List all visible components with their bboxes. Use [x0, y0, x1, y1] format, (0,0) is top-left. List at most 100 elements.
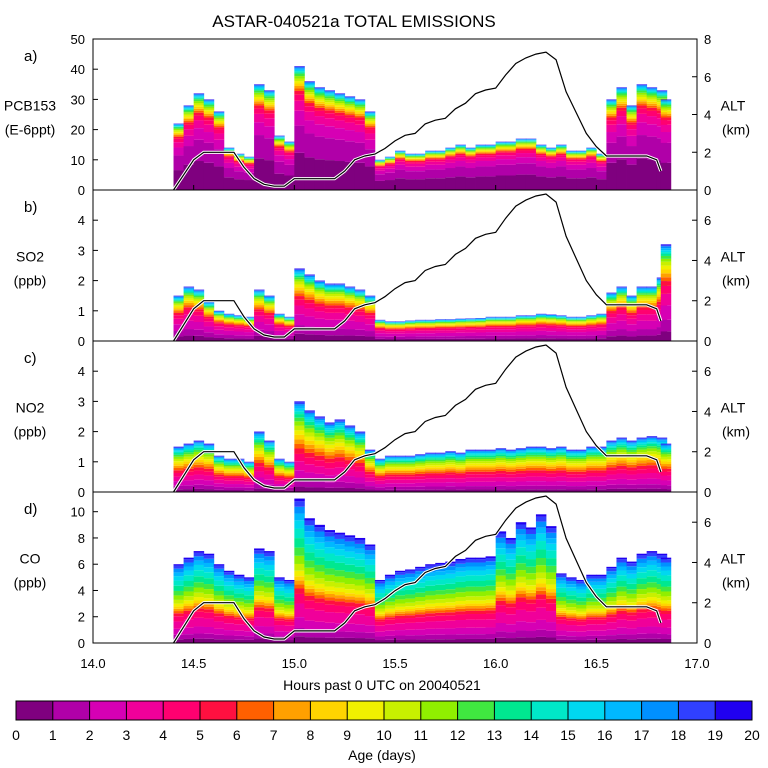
- stack-segment: [274, 319, 285, 321]
- stack-segment: [284, 621, 295, 626]
- stack-segment: [525, 146, 537, 148]
- stack-segment: [425, 453, 436, 455]
- stack-segment: [505, 632, 517, 639]
- stack-segment: [264, 299, 275, 301]
- stack-segment: [495, 150, 507, 152]
- stack-segment: [616, 465, 627, 470]
- stack-segment: [183, 135, 195, 147]
- stack-segment: [374, 180, 386, 190]
- stack-segment: [384, 617, 396, 620]
- stack-segment: [344, 99, 356, 101]
- stack-segment: [364, 124, 376, 126]
- stack-segment: [213, 568, 225, 573]
- stack-segment: [606, 297, 617, 299]
- stack-segment: [244, 466, 255, 468]
- stack-segment: [193, 444, 205, 447]
- stack-segment: [203, 459, 215, 462]
- stack-segment: [485, 325, 497, 327]
- stack-segment: [425, 606, 436, 609]
- stack-segment: [284, 611, 295, 614]
- stack-segment: [616, 91, 627, 93]
- stack-segment: [535, 324, 547, 326]
- stack-segment: [596, 481, 607, 486]
- stack-segment: [314, 531, 325, 538]
- stack-segment: [475, 481, 486, 487]
- stack-segment: [435, 608, 446, 611]
- stack-segment: [254, 135, 265, 159]
- stack-segment: [344, 115, 356, 118]
- stack-segment: [606, 629, 617, 636]
- stack-segment: [660, 115, 672, 118]
- stack-segment: [660, 575, 672, 582]
- stack-segment: [495, 338, 507, 341]
- stack-segment: [535, 636, 547, 643]
- stack-segment: [425, 157, 436, 158]
- stack-segment: [304, 274, 315, 276]
- stack-segment: [515, 468, 527, 471]
- stack-segment: [334, 449, 346, 454]
- stack-segment: [284, 613, 295, 616]
- stack-segment: [546, 321, 557, 323]
- stack-segment: [405, 611, 416, 614]
- stack-segment: [173, 453, 184, 455]
- stack-segment: [415, 457, 426, 459]
- stack-segment: [616, 610, 627, 615]
- stack-segment: [405, 489, 416, 492]
- colorbar-label: Age (days): [348, 747, 416, 763]
- stack-segment: [254, 300, 265, 303]
- stack-segment: [314, 420, 325, 423]
- stack-segment: [535, 153, 547, 156]
- stack-segment: [485, 595, 497, 600]
- stack-segment: [314, 637, 325, 643]
- stack-segment: [485, 338, 497, 341]
- stack-segment: [535, 335, 547, 339]
- stack-segment: [284, 472, 295, 475]
- stack-segment: [505, 146, 517, 148]
- stack-segment: [213, 469, 225, 471]
- stack-segment: [455, 326, 466, 328]
- stack-segment: [213, 133, 225, 140]
- stack-segment: [264, 94, 275, 96]
- stack-segment: [395, 489, 406, 492]
- stack-segment: [455, 322, 466, 324]
- stack-segment: [505, 149, 517, 151]
- stack-segment: [324, 95, 335, 97]
- stack-segment: [223, 635, 235, 640]
- stack-segment: [435, 599, 446, 603]
- stack-segment: [425, 323, 436, 324]
- stack-segment: [660, 444, 672, 446]
- stack-segment: [576, 329, 587, 333]
- stack-segment: [485, 634, 497, 639]
- stack-segment: [254, 295, 265, 298]
- stack-segment: [636, 329, 648, 336]
- stack-segment: [254, 108, 265, 114]
- colorbar-swatch: [420, 701, 458, 720]
- stack-segment: [254, 595, 265, 600]
- stack-segment: [294, 296, 305, 300]
- stack-segment: [425, 153, 436, 154]
- stack-segment: [525, 472, 537, 477]
- stack-segment: [616, 440, 627, 442]
- alt-tick-label: 4: [704, 404, 711, 419]
- stack-segment: [274, 138, 285, 139]
- stack-segment: [274, 150, 285, 156]
- stack-segment: [334, 104, 346, 107]
- stack-segment: [626, 307, 637, 310]
- stack-segment: [485, 638, 497, 643]
- stack-segment: [384, 172, 396, 181]
- stack-segment: [646, 136, 658, 160]
- stack-segment: [264, 551, 275, 553]
- stack-segment: [284, 589, 295, 594]
- stack-segment: [203, 589, 215, 595]
- stack-segment: [384, 597, 396, 602]
- stack-segment: [334, 288, 346, 290]
- stack-segment: [193, 603, 205, 606]
- stack-segment: [535, 148, 547, 150]
- stack-segment: [193, 108, 205, 111]
- stack-segment: [294, 443, 305, 449]
- stack-segment: [485, 327, 497, 330]
- stack-segment: [586, 605, 597, 609]
- stack-segment: [314, 487, 325, 492]
- stack-segment: [233, 315, 245, 317]
- stack-segment: [636, 555, 648, 559]
